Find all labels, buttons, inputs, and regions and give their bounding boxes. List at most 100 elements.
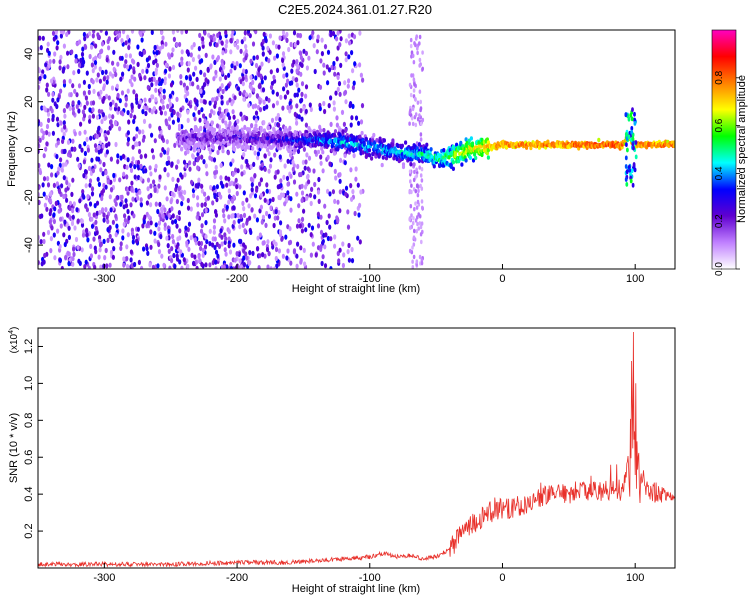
spectrogram-cell bbox=[194, 183, 198, 189]
spectrogram-cell bbox=[200, 202, 204, 208]
spectrogram-cell bbox=[281, 253, 285, 259]
spectrogram-cell bbox=[221, 208, 225, 214]
spectrogram-cell bbox=[420, 178, 424, 183]
spectrogram-cell bbox=[352, 153, 356, 159]
spectrogram-cell bbox=[52, 36, 56, 42]
spectrogram-cell bbox=[299, 55, 303, 61]
spectrogram-cell bbox=[171, 47, 175, 53]
spectrogram-cell bbox=[344, 127, 348, 133]
spectrogram-cell bbox=[131, 234, 136, 241]
spectrogram-cell bbox=[92, 30, 96, 34]
spectrogram-cell bbox=[228, 97, 232, 103]
spectrogram-cell bbox=[346, 224, 351, 230]
spectrogram-cell bbox=[115, 223, 119, 229]
spectrogram-cell bbox=[38, 199, 41, 206]
spectrogram-cell bbox=[104, 207, 108, 213]
spectrogram-cell bbox=[264, 222, 268, 228]
spectrogram-cell bbox=[122, 204, 126, 210]
spectrogram-cell bbox=[83, 141, 87, 147]
spectrogram-cell bbox=[249, 229, 253, 235]
spectrogram-cell bbox=[154, 222, 158, 228]
spectrogram-cell bbox=[164, 41, 168, 47]
spectrogram-cell bbox=[166, 103, 170, 109]
spectrogram-cell bbox=[258, 253, 262, 259]
spectrogram-cell bbox=[47, 50, 51, 56]
spectrogram-cell bbox=[277, 122, 281, 128]
spectrogram-cell bbox=[122, 262, 126, 268]
spectrogram-cell bbox=[414, 36, 418, 41]
spectrogram-cell bbox=[282, 86, 286, 92]
spectrogram-cell bbox=[232, 266, 236, 269]
spectrogram-cell bbox=[326, 80, 330, 86]
spectrogram-cell bbox=[101, 207, 105, 213]
spectrogram-cell bbox=[256, 235, 260, 241]
spectrogram-cell bbox=[193, 237, 197, 243]
spectrogram-cell bbox=[404, 140, 408, 145]
spectrogram-cell bbox=[273, 266, 277, 269]
y-tick-label: 20 bbox=[23, 96, 35, 108]
spectrogram-cell bbox=[184, 225, 188, 231]
spectrogram-cell bbox=[337, 81, 342, 87]
spectrogram-cell bbox=[51, 30, 56, 36]
spectrogram-cell bbox=[231, 171, 235, 177]
spectrogram-cell bbox=[131, 156, 135, 162]
spectrogram-cell bbox=[61, 162, 65, 168]
spectrogram-cell bbox=[97, 108, 101, 114]
spectrogram-cell bbox=[338, 208, 342, 214]
spectrogram-cell bbox=[320, 51, 324, 57]
spectrogram-cell bbox=[232, 146, 237, 152]
spectrogram-cell bbox=[134, 133, 139, 139]
spectrogram-cell bbox=[323, 108, 327, 115]
spectrogram-cell bbox=[81, 192, 85, 198]
spectrogram-cell bbox=[260, 144, 264, 149]
spectrogram-cell bbox=[68, 200, 73, 206]
spectrogram-cell bbox=[124, 96, 128, 102]
spectrogram-cell bbox=[56, 170, 60, 176]
spectrogram-cell bbox=[329, 266, 333, 269]
spectrogram-cell bbox=[95, 77, 99, 83]
spectrogram-cell bbox=[193, 116, 197, 122]
spectrogram-cell bbox=[139, 202, 143, 208]
spectrogram-cell bbox=[264, 38, 268, 44]
spectrogram-cell bbox=[212, 157, 217, 163]
spectrogram-cell bbox=[325, 219, 329, 226]
spectrogram-cell bbox=[341, 241, 345, 247]
spectrogram-cell bbox=[410, 189, 413, 195]
spectrogram-cell bbox=[83, 264, 87, 269]
spectrogram-cell bbox=[109, 187, 114, 193]
spectrogram-cell bbox=[83, 43, 87, 49]
spectrogram-cell bbox=[212, 224, 216, 230]
spectrogram-cell bbox=[261, 139, 265, 144]
spectrogram-cell bbox=[299, 71, 303, 77]
spectrogram-cell bbox=[629, 178, 633, 184]
spectrogram-cell bbox=[205, 239, 209, 245]
spectrogram-cell bbox=[117, 106, 121, 112]
spectrogram-cell bbox=[236, 130, 240, 136]
spectrogram-cell bbox=[134, 187, 138, 193]
spectrogram-cell bbox=[259, 192, 263, 198]
spectrogram-cell bbox=[179, 74, 183, 80]
spectrogram-cell bbox=[109, 207, 113, 213]
spectrogram-cell bbox=[178, 228, 182, 234]
spectrogram-cell bbox=[319, 214, 323, 220]
spectrogram-cell bbox=[211, 97, 215, 103]
spectrogram-cell bbox=[198, 32, 202, 39]
spectrogram-cell bbox=[104, 136, 108, 142]
spectrogram-cell bbox=[278, 117, 282, 123]
spectrogram-cell bbox=[219, 228, 223, 234]
spectrogram-cell bbox=[96, 72, 100, 78]
spectrogram-cell bbox=[64, 161, 68, 167]
spectrogram-cell bbox=[411, 221, 415, 226]
spectrogram-cell bbox=[180, 49, 184, 55]
spectrogram-cell bbox=[330, 64, 334, 71]
spectrogram-cell bbox=[65, 31, 69, 37]
spectrogram-cell bbox=[83, 36, 87, 42]
spectrogram-cell bbox=[325, 64, 329, 70]
spectrogram-cell bbox=[216, 149, 220, 156]
spectrogram-cell bbox=[136, 174, 141, 181]
spectrogram-cell bbox=[346, 83, 350, 89]
spectrogram-cell bbox=[178, 259, 182, 265]
spectrogram-cell bbox=[159, 86, 163, 93]
spectrogram-cell bbox=[176, 30, 180, 33]
spectrogram-cell bbox=[286, 181, 290, 187]
